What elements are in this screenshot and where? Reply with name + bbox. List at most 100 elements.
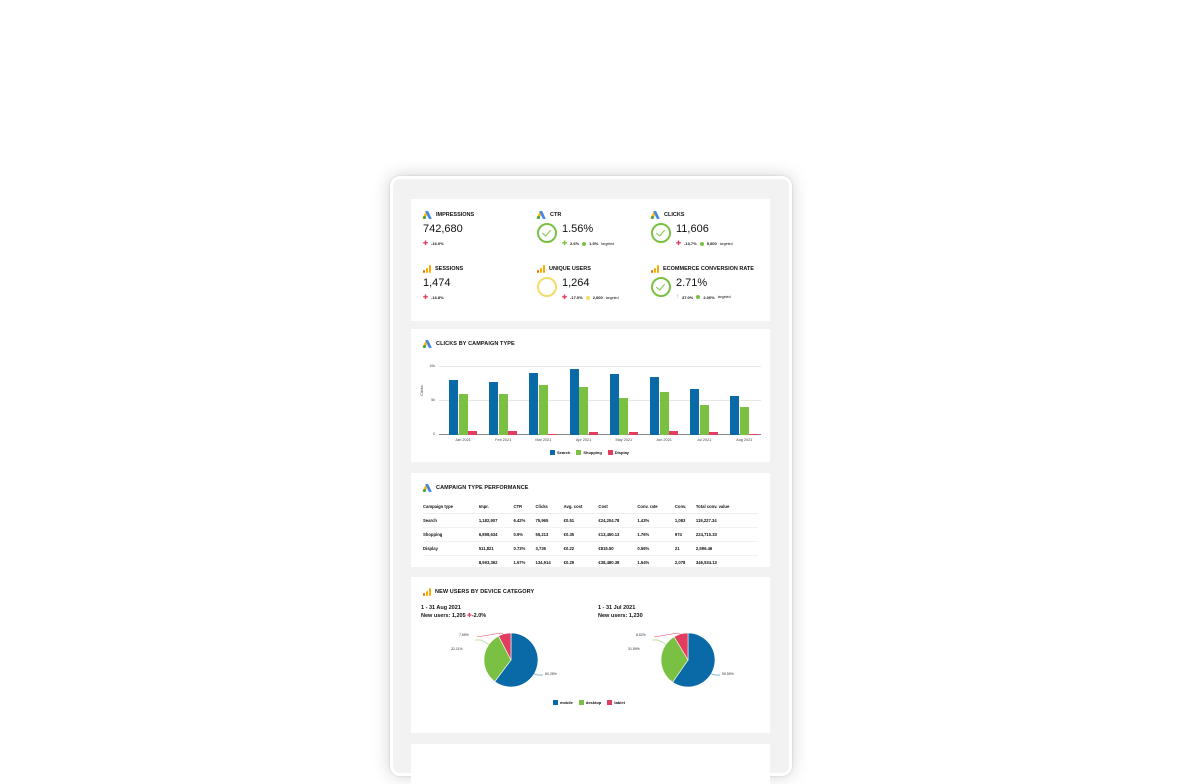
- kpi-title: ECOMMERCE CONVERSION RATE: [663, 266, 754, 272]
- pie-slice-mobile[interactable]: [672, 632, 716, 688]
- bar-shopping[interactable]: [458, 394, 468, 435]
- kpi-title: CTR: [550, 212, 562, 218]
- bar-shopping[interactable]: [579, 386, 589, 435]
- table-cell: 75,965: [535, 513, 564, 528]
- table-cell: 511,821: [478, 541, 514, 556]
- legend-swatch: [553, 700, 558, 705]
- bar-search[interactable]: [690, 389, 700, 435]
- device-legend: mobile desktop tablet: [553, 700, 625, 705]
- table-cell: €24,204.78: [598, 513, 638, 528]
- legend-label: desktop: [585, 700, 602, 705]
- target-dot-icon: [699, 241, 704, 246]
- column-header[interactable]: Conv.: [674, 501, 696, 514]
- x-tick-label: Jun 2021: [656, 438, 672, 442]
- pie-label-mobile: 59.59%: [722, 672, 734, 676]
- kpi-title: CLICKS: [664, 212, 685, 218]
- legend-item-shopping[interactable]: Shopping: [576, 450, 602, 455]
- bar-group: Mar 2021: [523, 366, 563, 442]
- legend-swatch: [607, 450, 613, 455]
- column-header[interactable]: Clicks: [535, 501, 564, 514]
- bar-search[interactable]: [569, 369, 579, 435]
- table-cell: 6,898,634: [478, 527, 514, 542]
- legend-item-tablet[interactable]: tablet: [607, 700, 625, 705]
- legend-item-desktop[interactable]: desktop: [578, 700, 602, 705]
- x-tick-label: Apr 2021: [575, 438, 592, 442]
- bar-search[interactable]: [650, 377, 659, 435]
- bar-search[interactable]: [529, 372, 539, 435]
- new-users-count: New users: 1,205: [421, 613, 466, 619]
- bar-group: May 2021: [604, 366, 644, 442]
- legend-swatch: [550, 450, 555, 455]
- legend-swatch: [578, 700, 584, 705]
- bar-group: Jul 2021: [684, 366, 724, 442]
- gridline: [439, 366, 761, 367]
- google-analytics-icon: [651, 265, 659, 273]
- legend-label: Display: [614, 450, 630, 455]
- pie-label-desktop: 31.89%: [628, 647, 640, 651]
- table-cell: 1.57%: [513, 555, 536, 570]
- google-ads-icon: [422, 484, 432, 492]
- pie-slice-desktop[interactable]: [660, 636, 689, 683]
- bar-display[interactable]: [669, 430, 678, 435]
- y-axis-label: Clicks: [419, 385, 424, 396]
- bar-shopping[interactable]: [659, 392, 669, 435]
- legend-item-search[interactable]: Search: [550, 450, 570, 455]
- x-tick-label: Jan 2021: [455, 438, 471, 442]
- bar-shopping[interactable]: [538, 385, 548, 435]
- bar-group: Feb 2021: [483, 366, 523, 442]
- column-header[interactable]: Total conv. value: [695, 501, 758, 514]
- bar-shopping[interactable]: [498, 393, 508, 435]
- bar-display[interactable]: [468, 430, 477, 435]
- bar-shopping[interactable]: [619, 397, 629, 435]
- pie-slice-mobile[interactable]: [494, 632, 539, 688]
- column-header[interactable]: Avg. cost: [563, 501, 599, 514]
- bar-group: Apr 2021: [564, 366, 604, 442]
- bar-display[interactable]: [548, 433, 558, 435]
- kpi-impressions: IMPRESSIONS 742,680 ✚ -16.0%: [422, 211, 538, 259]
- table-cell: [423, 555, 479, 570]
- kpi-change: -16.0%: [431, 241, 444, 246]
- bar-display[interactable]: [709, 432, 719, 435]
- column-header[interactable]: Conv. rate: [637, 501, 675, 514]
- campaign-performance-card: CAMPAIGN TYPE PERFORMANCE Campaign type I…: [411, 473, 770, 570]
- kpi-target-label: targeted: [717, 295, 731, 299]
- pie-slice-tablet[interactable]: [498, 632, 512, 661]
- legend-item-display[interactable]: Display: [607, 450, 630, 455]
- table-header-row: Campaign type Impr. CTR Clicks Avg. cost Cost…: [423, 501, 758, 514]
- target-met-ring-icon: [651, 223, 671, 243]
- table-cell: €815.50: [598, 541, 638, 556]
- period-range: 1 - 31 Aug 2021: [421, 605, 461, 611]
- table-row: Display 511,821 0.73% 3,736 €0.22 €815.50 0.56…: [423, 541, 758, 556]
- legend-label: Shopping: [583, 450, 602, 455]
- kpi-change: -16.8%: [431, 295, 444, 300]
- campaign-performance-table: Campaign type Impr. CTR Clicks Avg. cost Cost…: [423, 501, 758, 570]
- column-header[interactable]: Cost: [598, 501, 638, 514]
- legend-item-mobile[interactable]: mobile: [553, 700, 573, 705]
- pie-slice-tablet[interactable]: [673, 632, 689, 662]
- bar-shopping[interactable]: [739, 407, 749, 435]
- bar-shopping[interactable]: [699, 405, 709, 435]
- kpi-change: 2.6%: [570, 241, 580, 246]
- kpi-value: 2.71%: [676, 277, 708, 289]
- bar-search[interactable]: [609, 373, 619, 435]
- column-header[interactable]: Campaign type: [423, 501, 479, 514]
- table-cell: 224,710.33: [695, 527, 758, 542]
- table-cell: 0.73%: [513, 541, 536, 556]
- bar-search[interactable]: [489, 381, 499, 435]
- table-cell: 1.54%: [637, 555, 675, 570]
- column-header[interactable]: Impr.: [478, 501, 514, 514]
- kpi-clicks: CLICKS 11,606 ✚ -13.7% 5,000 targeted: [650, 211, 766, 259]
- bar-search[interactable]: [730, 396, 740, 435]
- bar-display[interactable]: [588, 431, 598, 435]
- bar-display[interactable]: [749, 434, 759, 435]
- target-progress-ring-icon: [537, 277, 557, 297]
- bar-display[interactable]: [508, 430, 518, 435]
- table-cell: 55,213: [535, 527, 564, 542]
- bar-display[interactable]: [628, 431, 638, 435]
- table-cell: 974: [674, 527, 696, 542]
- column-header[interactable]: CTR: [513, 501, 536, 514]
- bar-group: Aug 2021: [724, 366, 764, 442]
- table-cell: 0.9%: [513, 527, 536, 542]
- legend-label: Search: [557, 450, 571, 455]
- bar-search[interactable]: [449, 379, 458, 435]
